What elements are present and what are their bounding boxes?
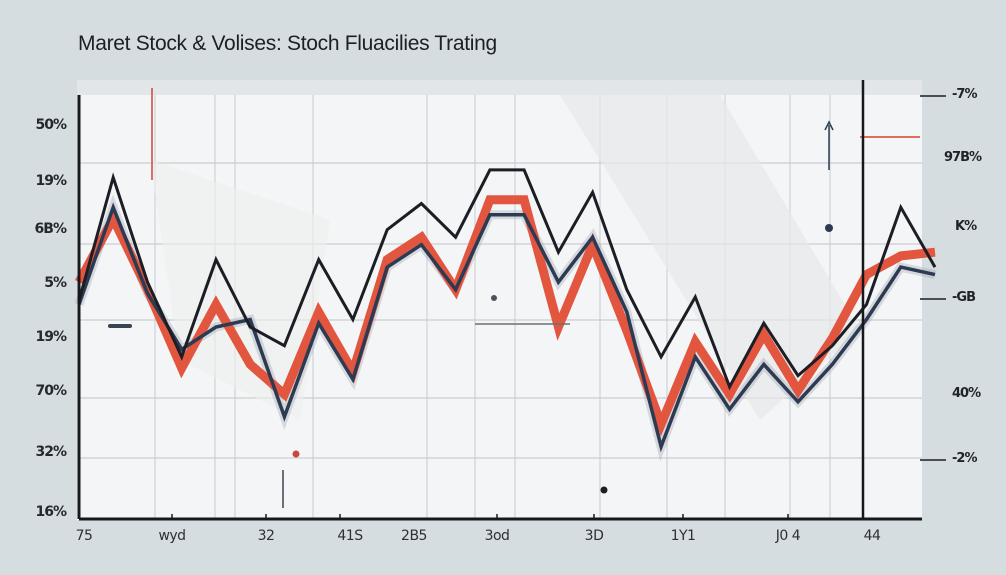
y-tick-label-right: 40% <box>952 386 981 401</box>
data-dot <box>825 224 833 232</box>
x-tick-label: 3od <box>484 528 510 544</box>
data-dot <box>491 295 497 301</box>
series-price-line <box>77 168 937 391</box>
background-shard <box>150 160 330 420</box>
x-tick-label: 75 <box>75 528 93 544</box>
x-tick-label: 2B5 <box>401 528 427 544</box>
y-tick-label-right: -GB <box>952 290 976 305</box>
y-tick-label-left: 16% <box>35 504 67 520</box>
series-navy-line <box>77 202 936 453</box>
x-tick-label: 32 <box>257 528 275 544</box>
x-tick-label: wyd <box>158 528 186 544</box>
y-tick-label-right: K% <box>955 219 977 234</box>
arrow-up-icon <box>824 120 834 131</box>
y-tick-label-left: 70% <box>35 383 67 399</box>
y-tick-label-left: 32% <box>35 444 67 460</box>
y-tick-label-right: 97B% <box>944 150 982 165</box>
data-dot <box>292 450 300 458</box>
series-red-band <box>75 195 936 437</box>
y-tick-label-right: -2% <box>952 451 977 466</box>
data-dot <box>600 486 608 494</box>
x-tick-label: 44 <box>863 528 881 544</box>
y-tick-mark-right <box>920 298 946 300</box>
background-shard <box>560 95 860 420</box>
x-tick-label: 1Y1 <box>670 528 696 544</box>
y-tick-label-left: 6B% <box>34 221 67 237</box>
y-tick-mark-right <box>920 459 946 461</box>
x-tick-label: J0 4 <box>775 528 801 544</box>
y-tick-label-left: 19% <box>35 329 67 345</box>
x-tick-label: 3D <box>584 528 604 544</box>
y-tick-label-left: 19% <box>35 173 67 189</box>
y-tick-label-left: 5% <box>44 275 67 291</box>
chart-title: Maret Stock & Volises: Stoch Fluacilies … <box>78 32 497 55</box>
y-tick-mark-right <box>920 95 946 97</box>
y-tick-label-right: -7% <box>952 87 977 102</box>
x-tick-label: 41S <box>337 528 363 544</box>
y-tick-label-left: 50% <box>35 117 67 133</box>
